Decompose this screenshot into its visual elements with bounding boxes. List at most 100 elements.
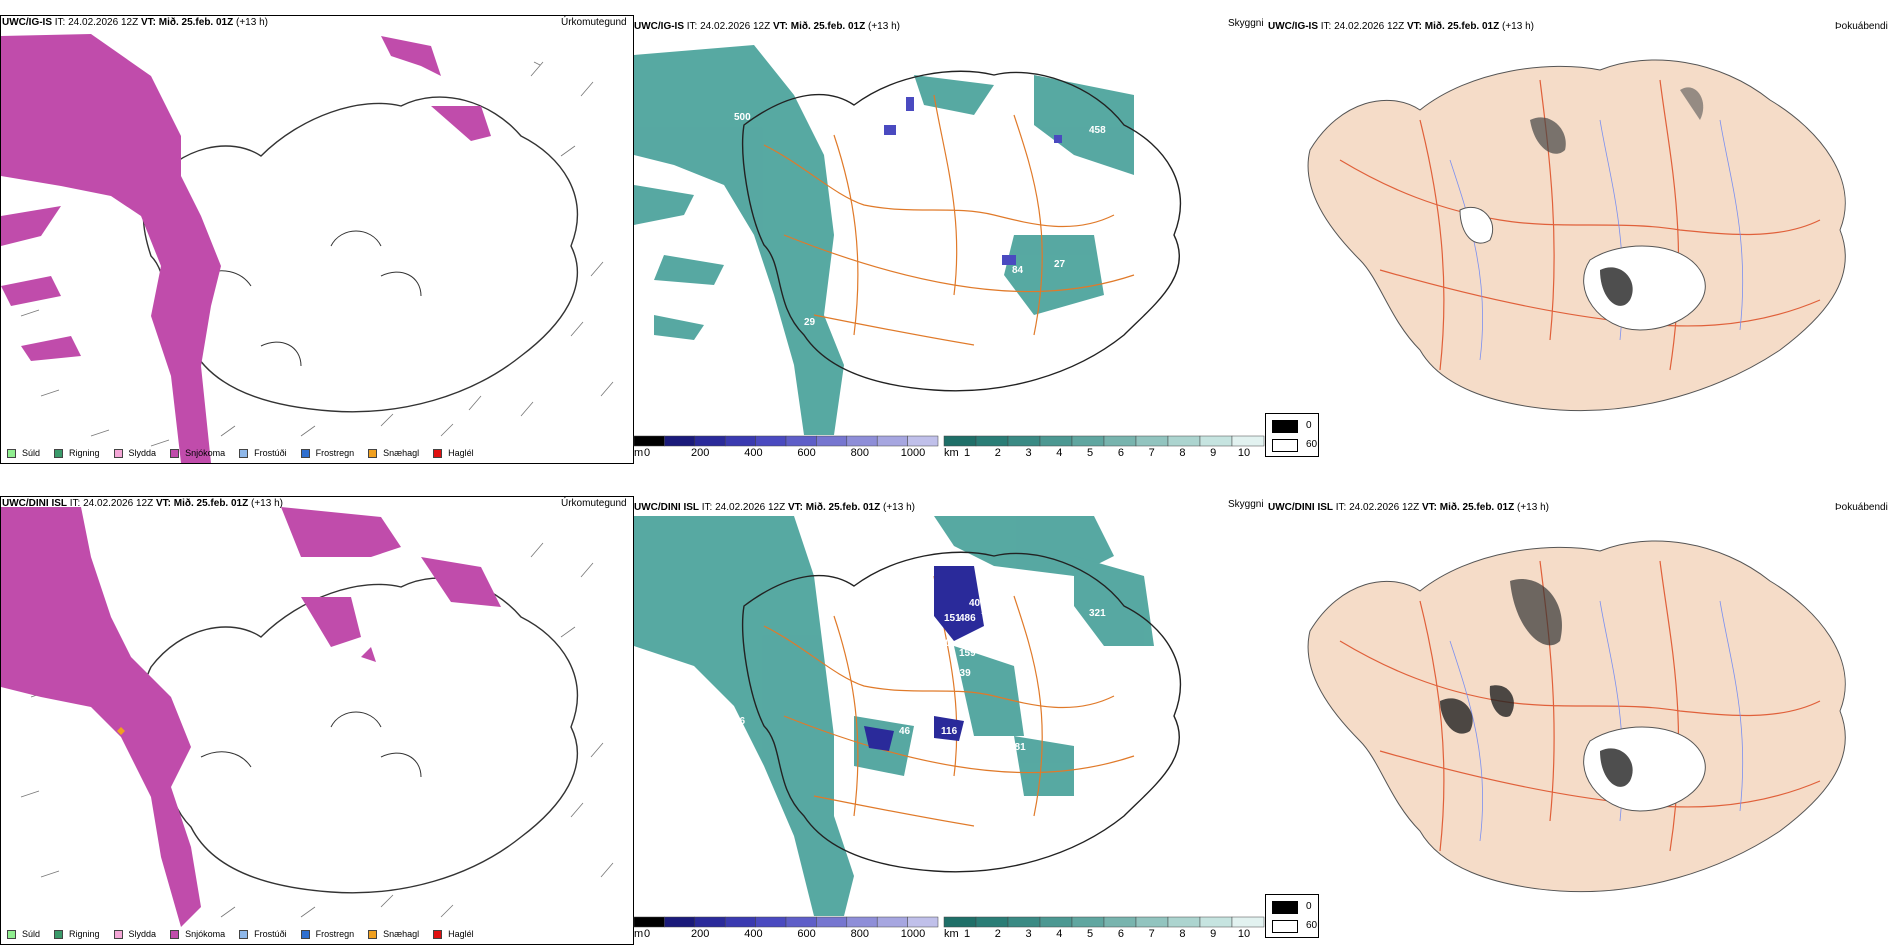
map-value: 321: [1089, 608, 1106, 619]
low-ceiling-spots: [884, 97, 1062, 265]
colorbar-tick-label: 4: [1056, 447, 1063, 459]
colorbar-segment: [1071, 916, 1105, 928]
panel-header: UWC/IG-IS IT: 24.02.2026 12Z VT: Mið. 25…: [634, 21, 900, 32]
swatch: [433, 929, 443, 939]
map-value: 116: [941, 726, 958, 737]
panel-title-fog: Þokuábendi: [1835, 21, 1888, 32]
colorbar-tick-label: 600: [797, 447, 816, 459]
fog-shading: [1459, 87, 1706, 331]
map-value: 27: [1054, 259, 1066, 270]
colorbar-m-unit: m: [634, 447, 644, 459]
colorbar-tick-label: 1000: [900, 928, 926, 940]
fog-shading: [1440, 579, 1706, 812]
colorbar-segment: [907, 916, 939, 928]
colorbar-tick-label: 5: [1087, 447, 1094, 459]
panel-title-fog: Þokuábendi: [1835, 502, 1888, 513]
colorbar-segment: [755, 435, 787, 447]
map-value-labels: 151 486 100 159 139 40 103 321 16 46 116…: [734, 598, 1106, 753]
colorbar-segment: [876, 916, 908, 928]
swatch: [300, 448, 310, 458]
colorbar-tick-label: 10: [1237, 928, 1251, 940]
fog-legend: 0 60: [1265, 894, 1319, 938]
map-value: 139: [954, 668, 971, 679]
legend-item: Snjókoma: [170, 448, 225, 458]
swatch: [54, 448, 64, 458]
fog-map: [1307, 59, 1846, 412]
colorbar-tick-label: 9: [1210, 928, 1217, 940]
swatch: [368, 929, 378, 939]
colorbar-segment: [633, 435, 665, 447]
colorbar-segment: [724, 435, 756, 447]
panel-header: UWC/IG-IS IT: 24.02.2026 12Z VT: Mið. 25…: [2, 17, 268, 28]
colorbar-segment: [1103, 916, 1137, 928]
swatch: [170, 929, 180, 939]
colorbar-tick-label: 400: [744, 447, 763, 459]
colorbar-segment: [1039, 916, 1073, 928]
colorbar-segment: [1199, 916, 1233, 928]
map-value: 29: [804, 317, 816, 328]
colorbar-segment: [1167, 435, 1201, 447]
colorbar-tick-label: 8: [1179, 447, 1186, 459]
colorbar-segment: [724, 916, 756, 928]
colorbar-tick-label: 600: [797, 928, 816, 940]
fog-swatch-dark: [1272, 420, 1298, 433]
map-value: 100: [934, 638, 951, 649]
snow-areas: [1, 507, 501, 927]
precip-type-map: Súld Rigning Slydda Snjókoma Frostúði Fr…: [0, 15, 634, 464]
precip-legend: Súld Rigning Slydda Snjókoma Frostúði Fr…: [7, 929, 488, 939]
precip-map-svg: [1, 34, 614, 463]
colorbar-segment: [1231, 435, 1265, 447]
legend-item: Frostúði: [239, 929, 287, 939]
colorbar-tick-label: 1: [963, 928, 971, 940]
map-value: 16: [734, 716, 746, 727]
panel-title-visibility: Skyggni: [1228, 499, 1264, 510]
colorbar-segment: [664, 435, 696, 447]
land-fill: [1307, 540, 1846, 893]
colorbar-tick-label: 6: [1117, 447, 1124, 459]
colorbar-segment: [1199, 435, 1233, 447]
low-visibility-areas: [634, 45, 1134, 435]
colorbar-segment: [664, 916, 696, 928]
legend-item: Slydda: [113, 929, 156, 939]
map-value: 103: [981, 606, 998, 617]
colorbar-tick-label: 2: [994, 928, 1001, 940]
panel-title-precip-type: Úrkomutegund: [561, 498, 627, 509]
map-value: 46: [899, 726, 911, 737]
legend-item: Rigning: [54, 448, 100, 458]
colorbar-segment: [846, 916, 878, 928]
legend-item: Frostúði: [239, 448, 287, 458]
panel-header: UWC/DINI ISL IT: 24.02.2026 12Z VT: Mið.…: [2, 498, 283, 509]
colorbar-tick-label: 5: [1087, 928, 1094, 940]
colorbar-tick-label: 2: [994, 447, 1001, 459]
colorbar-segment: [943, 916, 977, 928]
colorbar-segment: [1007, 916, 1041, 928]
map-value: 159: [959, 648, 976, 659]
legend-item: Súld: [7, 929, 40, 939]
colorbar-tick-label: 200: [691, 447, 710, 459]
colorbar-segment: [907, 435, 939, 447]
colorbar-tick-label: 9: [1210, 447, 1217, 459]
map-value: 500: [734, 112, 751, 123]
colorbar-segment: [1103, 435, 1137, 447]
swatch: [300, 929, 310, 939]
fog-legend-top-value: 0: [1306, 420, 1312, 431]
colorbar-tick-label: 200: [691, 928, 710, 940]
colorbar-segment: [633, 916, 665, 928]
colorbar-segment: [694, 435, 726, 447]
coastline: [742, 551, 1182, 873]
legend-item: Haglél: [433, 929, 474, 939]
legend-item: Frostregn: [300, 448, 354, 458]
colorbar-tick-label: 1: [963, 447, 971, 459]
map-value-labels: 500 458 29 84 27 12: [734, 112, 1106, 328]
precip-type-map: Súld Rigning Slydda Snjókoma Frostúði Fr…: [0, 496, 634, 945]
colorbar-segment: [1071, 435, 1105, 447]
colorbar-segment: [785, 916, 817, 928]
swatch: [170, 448, 180, 458]
colorbar-tick-label: 7: [1148, 447, 1155, 459]
swatch: [54, 929, 64, 939]
low-visibility-areas: [634, 516, 1154, 916]
colorbar-segment: [1231, 916, 1265, 928]
colorbar-tick-label: 0: [643, 928, 651, 940]
map-value: 486: [959, 613, 976, 624]
fog-legend-bottom-value: 60: [1306, 439, 1318, 450]
